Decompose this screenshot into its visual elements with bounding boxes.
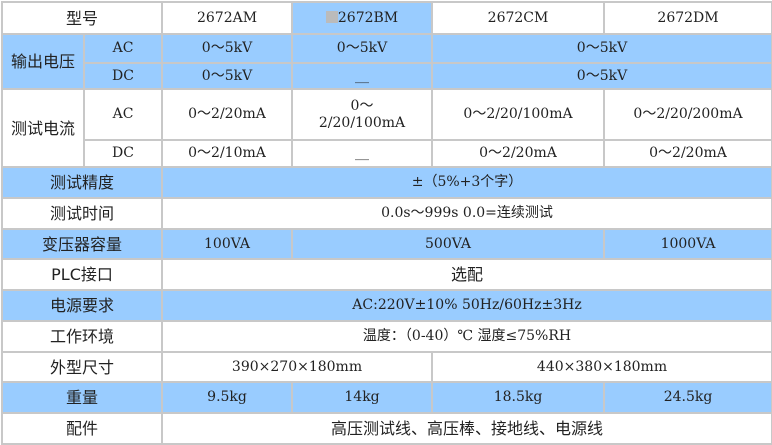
row-label: 测试时间 [0,197,164,230]
cell: __ [291,139,434,168]
row-label: 变压器容量 [0,228,164,260]
dc-label: DC [82,62,164,90]
ac-label: AC [82,88,164,141]
model-am: 2672AM [161,1,294,35]
cell: 24.5kg [603,381,772,414]
cell: 1000VA [603,228,772,260]
cell: 9.5kg [161,381,294,414]
cell: 高压测试线、高压棒、接地线、电源线 [161,412,772,445]
cell: __ [291,62,434,90]
accuracy-row: 测试精度 ±（5%+3个字） [0,166,772,199]
cell: 440×380×180mm [431,351,772,383]
cell: 390×270×180mm [161,351,434,383]
cell: 0～2/20/200mA [603,88,772,141]
cell: AC:220V±10% 50Hz/60Hz±3Hz [161,289,772,322]
test-time-row: 测试时间 0.0s～999s 0.0=连续测试 [0,197,772,230]
plc-row: PLC接口 选配 [0,258,772,291]
model-cm: 2672CM [431,1,606,35]
cell: 0～2/20/100mA [431,88,606,141]
cell: 温度：（0-40）℃ 湿度≤75%RH [161,320,772,353]
cell: 0～2/20mA [603,139,772,168]
header-row: 型号 2672AM 2672BM 2672CM 2672DM [0,1,772,35]
model-label: 型号 [0,1,164,35]
cell: 0～5kV [161,62,294,90]
cell: 18.5kg [431,381,606,414]
cell: 14kg [291,381,434,414]
cell: 0～5kV [431,62,772,90]
output-dc-row: DC 0～5kV __ 0～5kV [2,62,772,90]
environment-row: 工作环境 温度：（0-40）℃ 湿度≤75%RH [0,320,772,353]
model-dm: 2672DM [603,1,772,35]
cell: ±（5%+3个字） [161,166,772,199]
cell: 0.0s～999s 0.0=连续测试 [161,197,772,230]
current-dc-row: DC 0～2/10mA __ 0～2/20mA 0～2/20mA [2,139,772,168]
cell: 选配 [161,258,772,291]
output-voltage-label: 输出电压 [1,33,85,90]
redacted-mark [325,10,338,23]
ac-label: AC [82,33,164,64]
dc-label: DC [82,139,164,168]
row-label: 电源要求 [0,289,164,322]
accessories-row: 配件 高压测试线、高压棒、接地线、电源线 [0,412,772,445]
row-label: 测试精度 [0,166,164,199]
model-bm: 2672BM [291,1,434,35]
cell: 0～2/20/100mA [291,88,434,141]
cell: 0～5kV [291,33,434,64]
power-row: 电源要求 AC:220V±10% 50Hz/60Hz±3Hz [0,289,772,322]
output-ac-row: 输出电压 AC 0～5kV 0～5kV 0～5kV [1,33,772,90]
cell: 500VA [291,228,606,260]
row-label: PLC接口 [0,258,164,291]
row-label: 重量 [0,381,164,414]
cell: 0～2/20mA [161,88,294,141]
cell: 100VA [161,228,294,260]
cell: 0～5kV [431,33,772,64]
row-label: 工作环境 [0,320,164,353]
transformer-row: 变压器容量 100VA 500VA 1000VA [0,228,772,260]
current-ac-row: 测试电流 AC 0～2/20mA 0～ 2/20/100mA 0～2/20/100… [1,88,772,168]
test-current-label: 测试电流 [1,88,85,168]
row-label: 外型尺寸 [0,351,164,383]
dimensions-row: 外型尺寸 390×270×180mm 440×380×180mm [0,351,772,383]
cell-line: 0～ [350,97,374,114]
cell: 0～5kV [161,33,294,64]
cell-line: 2/20/100mA [318,114,406,131]
cell: 0～2/10mA [161,139,294,168]
model-bm-text: 2672BM [337,9,399,26]
row-label: 配件 [0,412,164,445]
weight-row: 重量 9.5kg 14kg 18.5kg 24.5kg [0,381,772,414]
cell: 0～2/20mA [431,139,606,168]
